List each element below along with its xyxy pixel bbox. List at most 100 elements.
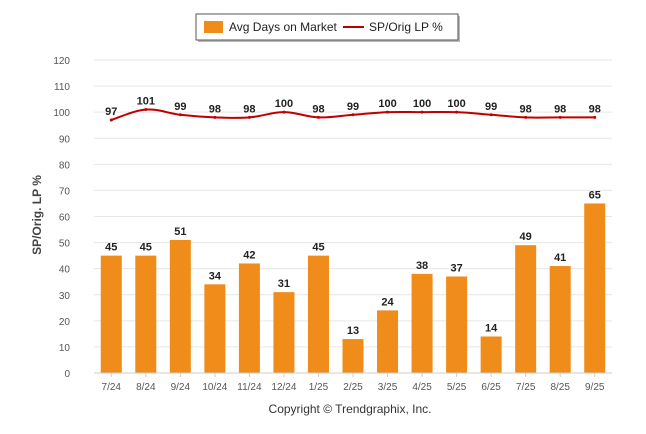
x-tick-label: 1/25	[309, 382, 329, 393]
line-data-label: 101	[137, 96, 155, 108]
y-tick-label: 90	[59, 134, 71, 145]
line-point	[316, 115, 320, 119]
y-tick-label: 30	[59, 291, 71, 302]
line-data-label: 98	[312, 103, 324, 115]
line-point	[213, 115, 217, 119]
y-tick-label: 50	[59, 239, 71, 250]
x-tick-label: 7/25	[516, 382, 536, 393]
line-point	[109, 118, 113, 122]
bar	[204, 284, 226, 373]
line-data-label: 98	[520, 103, 532, 115]
y-tick-label: 10	[59, 343, 71, 354]
y-tick-label: 70	[59, 186, 71, 197]
bar-data-label: 65	[589, 189, 601, 201]
x-tick-label: 7/24	[102, 382, 122, 393]
x-tick-label: 2/25	[343, 382, 363, 393]
x-axis-ticks: 7/24 8/24 9/24 10/24 11/24 12/24 1/25 2/25 3/25 4…	[102, 373, 605, 393]
y-tick-label: 120	[53, 56, 70, 67]
bar	[307, 255, 329, 373]
bar	[342, 339, 364, 373]
x-tick-label: 4/25	[412, 382, 432, 393]
bar	[100, 255, 122, 373]
line-data-label: 98	[589, 103, 601, 115]
bar	[169, 239, 191, 373]
y-tick-label: 110	[54, 82, 70, 93]
bar-data-label: 42	[243, 249, 255, 261]
legend-label-bar: Avg Days on Market	[229, 20, 337, 34]
line-data-label: 98	[209, 103, 221, 115]
line-data-label: 100	[275, 98, 293, 110]
bar-series	[100, 203, 606, 373]
line-point	[489, 113, 493, 117]
bar-data-label: 34	[209, 270, 222, 282]
y-tick-label: 40	[59, 265, 71, 276]
line-data-label: 99	[347, 101, 359, 113]
line-data-label: 98	[243, 103, 255, 115]
line-point	[247, 115, 251, 119]
y-axis-ticks: 0 10 20 30 40 50 60 70 80 90 100 110 120	[53, 56, 70, 380]
bar-data-label: 49	[520, 231, 532, 243]
copyright-footer: Copyright © Trendgraphix, Inc.	[269, 402, 432, 416]
x-tick-label: 8/25	[550, 382, 570, 393]
bar-data-label: 38	[416, 260, 428, 272]
data-labels: 45 45 51 34 42 31 45 13 24 38 37 14 49 41 65 97 101 99 98 9…	[105, 96, 601, 338]
line-point	[524, 115, 528, 119]
bar-data-label: 45	[105, 242, 117, 254]
line-point	[593, 115, 597, 119]
legend: Avg Days on Market SP/Orig LP %	[195, 13, 460, 42]
line-point	[420, 110, 424, 114]
line-point	[455, 110, 459, 114]
y-tick-label: 20	[59, 317, 71, 328]
bar	[273, 292, 295, 373]
bar-data-label: 41	[554, 252, 566, 264]
x-tick-label: 9/25	[585, 382, 605, 393]
line-point	[351, 113, 355, 117]
legend-label-line: SP/Orig LP %	[369, 20, 443, 34]
line-series	[109, 108, 597, 122]
bar-data-label: 31	[278, 278, 290, 290]
bar	[480, 336, 502, 373]
x-tick-label: 10/24	[202, 382, 227, 393]
bar-data-label: 51	[174, 226, 186, 238]
y-tick-label: 0	[64, 369, 70, 380]
x-tick-label: 11/24	[237, 382, 262, 393]
legend-box	[195, 13, 459, 41]
x-tick-label: 5/25	[447, 382, 467, 393]
bar	[238, 263, 260, 373]
line-data-label: 100	[413, 98, 431, 110]
x-tick-label: 8/24	[136, 382, 156, 393]
line-data-label: 100	[447, 98, 465, 110]
bar	[377, 310, 399, 373]
bar-data-label: 13	[347, 325, 359, 337]
line-point	[282, 110, 286, 114]
x-tick-label: 9/24	[171, 382, 191, 393]
bar-data-label: 24	[381, 296, 394, 308]
bar	[411, 273, 433, 373]
line-data-label: 99	[485, 101, 497, 113]
line-data-label: 100	[378, 98, 396, 110]
y-tick-label: 100	[53, 108, 70, 119]
bar	[584, 203, 606, 373]
line-data-label: 97	[105, 106, 117, 118]
line-point	[558, 115, 562, 119]
bar-data-label: 37	[450, 262, 462, 274]
bar	[446, 276, 468, 373]
x-tick-label: 6/25	[481, 382, 501, 393]
line-data-label: 98	[554, 103, 566, 115]
legend-swatch-bar	[204, 21, 223, 33]
bar-data-label: 14	[485, 322, 498, 334]
line-point	[144, 108, 148, 112]
bar	[549, 266, 571, 373]
bar	[135, 255, 157, 373]
x-tick-label: 3/25	[378, 382, 398, 393]
x-tick-label: 12/24	[271, 382, 296, 393]
bar-data-label: 45	[312, 242, 324, 254]
line-data-label: 99	[174, 101, 186, 113]
line-point	[178, 113, 182, 117]
y-tick-label: 80	[59, 160, 71, 171]
bar	[515, 245, 537, 373]
y-axis-title: SP/Orig. LP %	[30, 175, 44, 255]
line-point	[386, 110, 390, 114]
